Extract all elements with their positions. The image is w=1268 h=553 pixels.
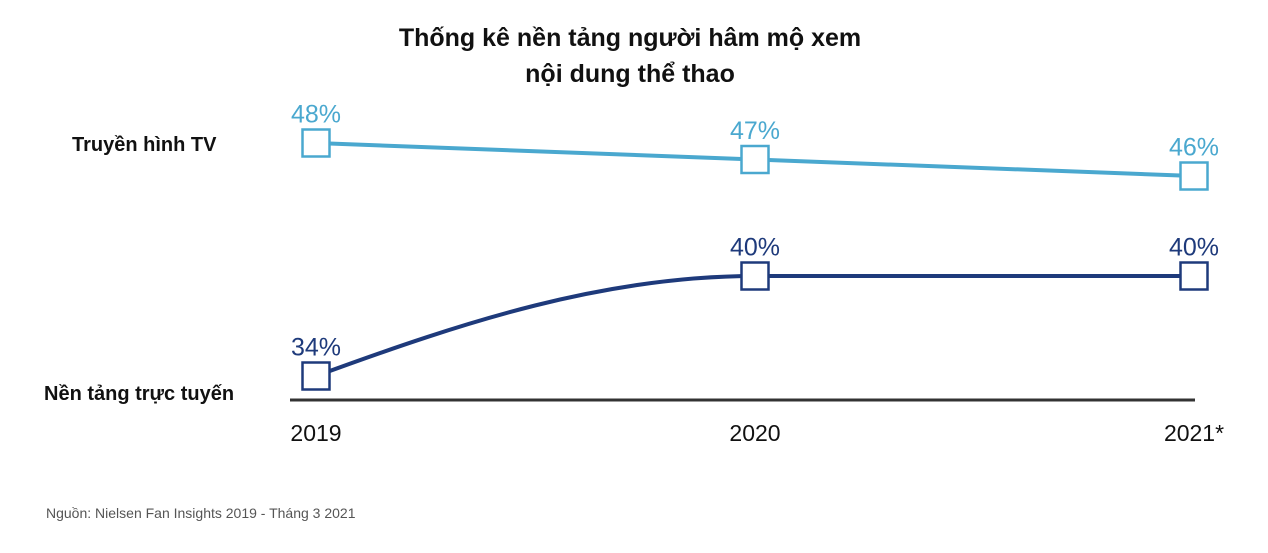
data-point-marker [301,361,331,391]
data-label: 34% [291,334,341,362]
x-tick-label: 2019 [290,420,341,446]
data-label: 48% [291,101,341,129]
data-point-marker [1179,161,1209,191]
series-label-online: Nền tảng trực tuyến [44,383,234,405]
data-point-marker [301,128,331,158]
data-point-marker [740,261,770,291]
data-point-marker [1179,261,1209,291]
data-label: 47% [730,117,780,145]
data-point-marker [740,144,770,175]
data-label: 46% [1169,134,1219,162]
series-line [315,274,1194,378]
source-note: Nguồn: Nielsen Fan Insights 2019 - Tháng… [46,505,356,521]
data-label: 40% [730,234,780,262]
data-label: 40% [1169,234,1219,262]
series-label-tv: Truyền hình TV [72,134,217,156]
x-tick-label: 2021* [1164,420,1224,446]
x-tick-label: 2020 [729,420,780,446]
chart-title-line-1: Thống kê nền tảng người hâm mộ xem [399,24,861,52]
chart-title-line-2: nội dung thể thao [525,60,735,88]
